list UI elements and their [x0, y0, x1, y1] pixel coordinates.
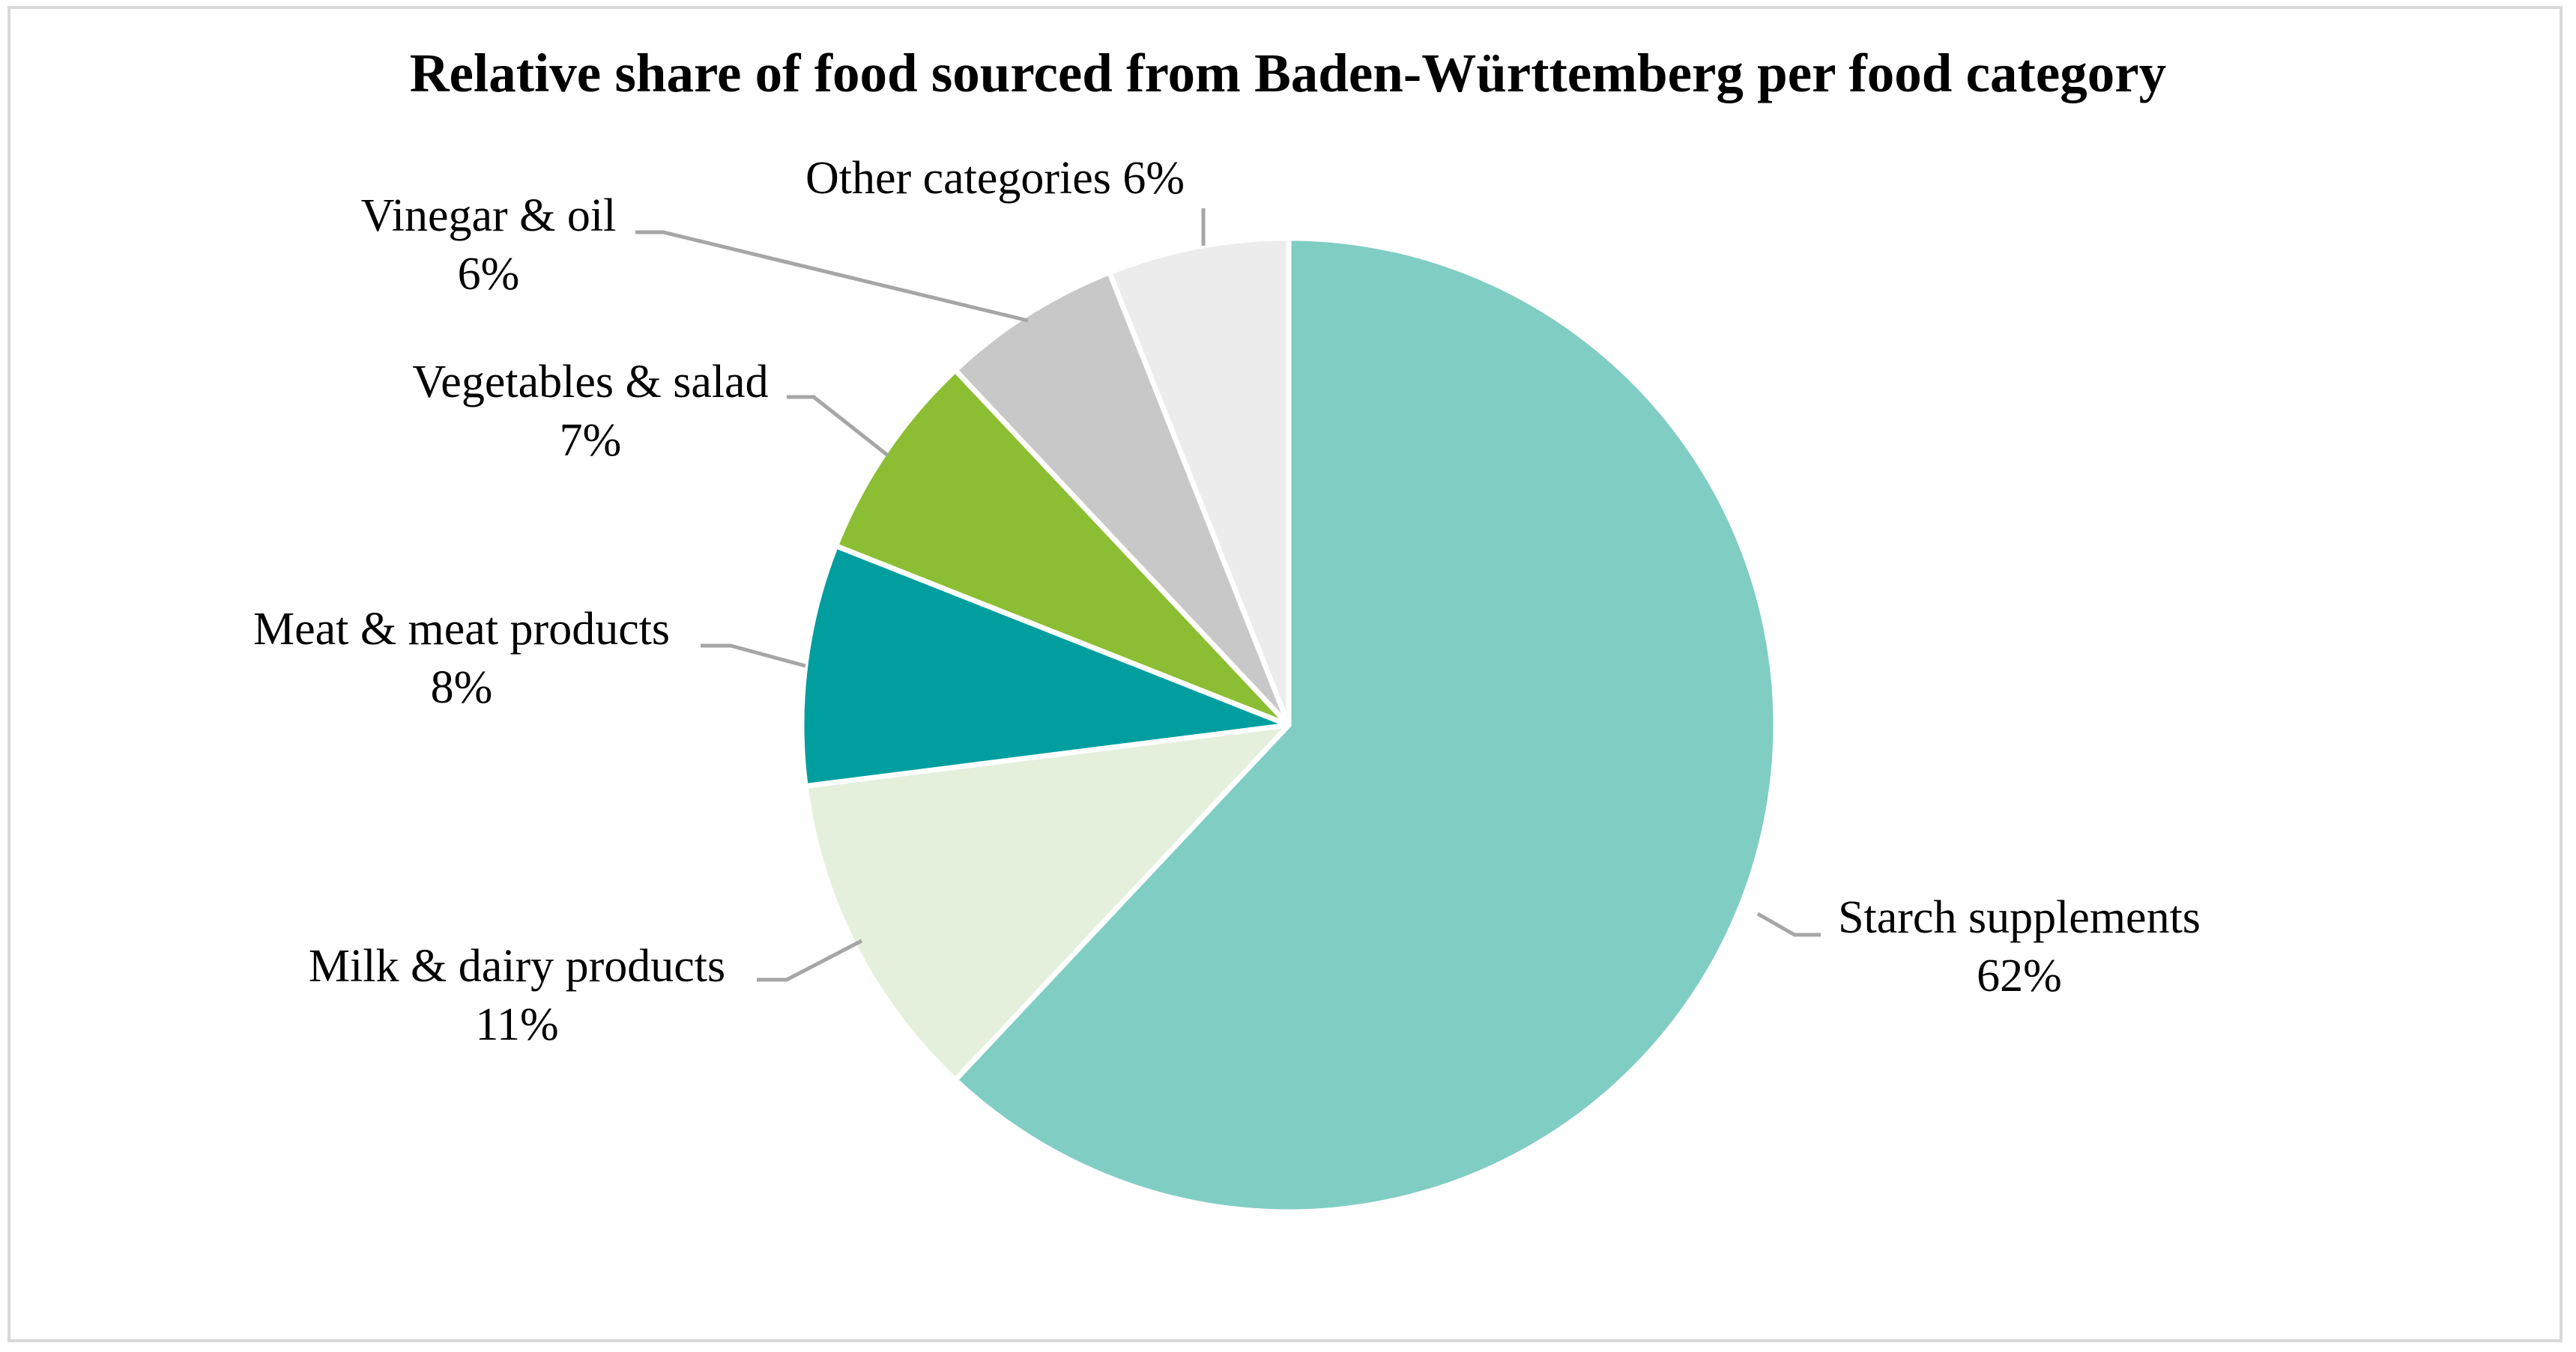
slice-label-name-vinegar-and-oil: Vinegar & oil [361, 190, 617, 241]
slice-label-value-meat-and-meat-products: 8% [431, 662, 493, 713]
pie-slice-other-categories [1107, 235, 1292, 728]
pie-slice-vinegar-and-oil [952, 270, 1292, 728]
leader-line-vegetables-and-salad [787, 395, 889, 457]
leader-line-starch-supplements [1756, 912, 1821, 937]
chart-title: Relative share of food sourced from Bade… [409, 43, 2167, 103]
pie-labels: Starch supplements 62% Milk & dairy produc… [253, 153, 2201, 1050]
pie-slice-starch-supplements [952, 235, 1779, 1215]
leader-line-vinegar-and-oil [635, 230, 1029, 323]
slice-label-name-meat-and-meat-products: Meat & meat products [253, 604, 670, 655]
slice-label-name-milk-and-dairy-products: Milk & dairy products [309, 941, 725, 992]
slice-label-value-milk-and-dairy-products: 11% [475, 999, 558, 1050]
leader-line-meat-and-meat-products [701, 643, 806, 668]
slice-label-value: 6% [1111, 153, 1185, 204]
slice-label-value-vinegar-and-oil: 6% [458, 249, 520, 300]
slice-label-other-categories: Other categories 6% [805, 153, 1185, 204]
pie-slice-vegetables-and-salad [833, 367, 1292, 728]
slice-label-name-starch-supplements: Starch supplements [1838, 892, 2201, 943]
pie-leader-lines [635, 208, 1821, 982]
slice-label-value-starch-supplements: 62% [1977, 951, 2062, 1001]
slice-label-name: Other categories [805, 153, 1111, 204]
slice-label-name-vegetables-and-salad: Vegetables & salad [412, 357, 768, 407]
slice-label-value-vegetables-and-salad: 7% [560, 415, 622, 466]
leader-line-milk-and-dairy-products [757, 939, 863, 982]
pie-slices [799, 235, 1779, 1215]
